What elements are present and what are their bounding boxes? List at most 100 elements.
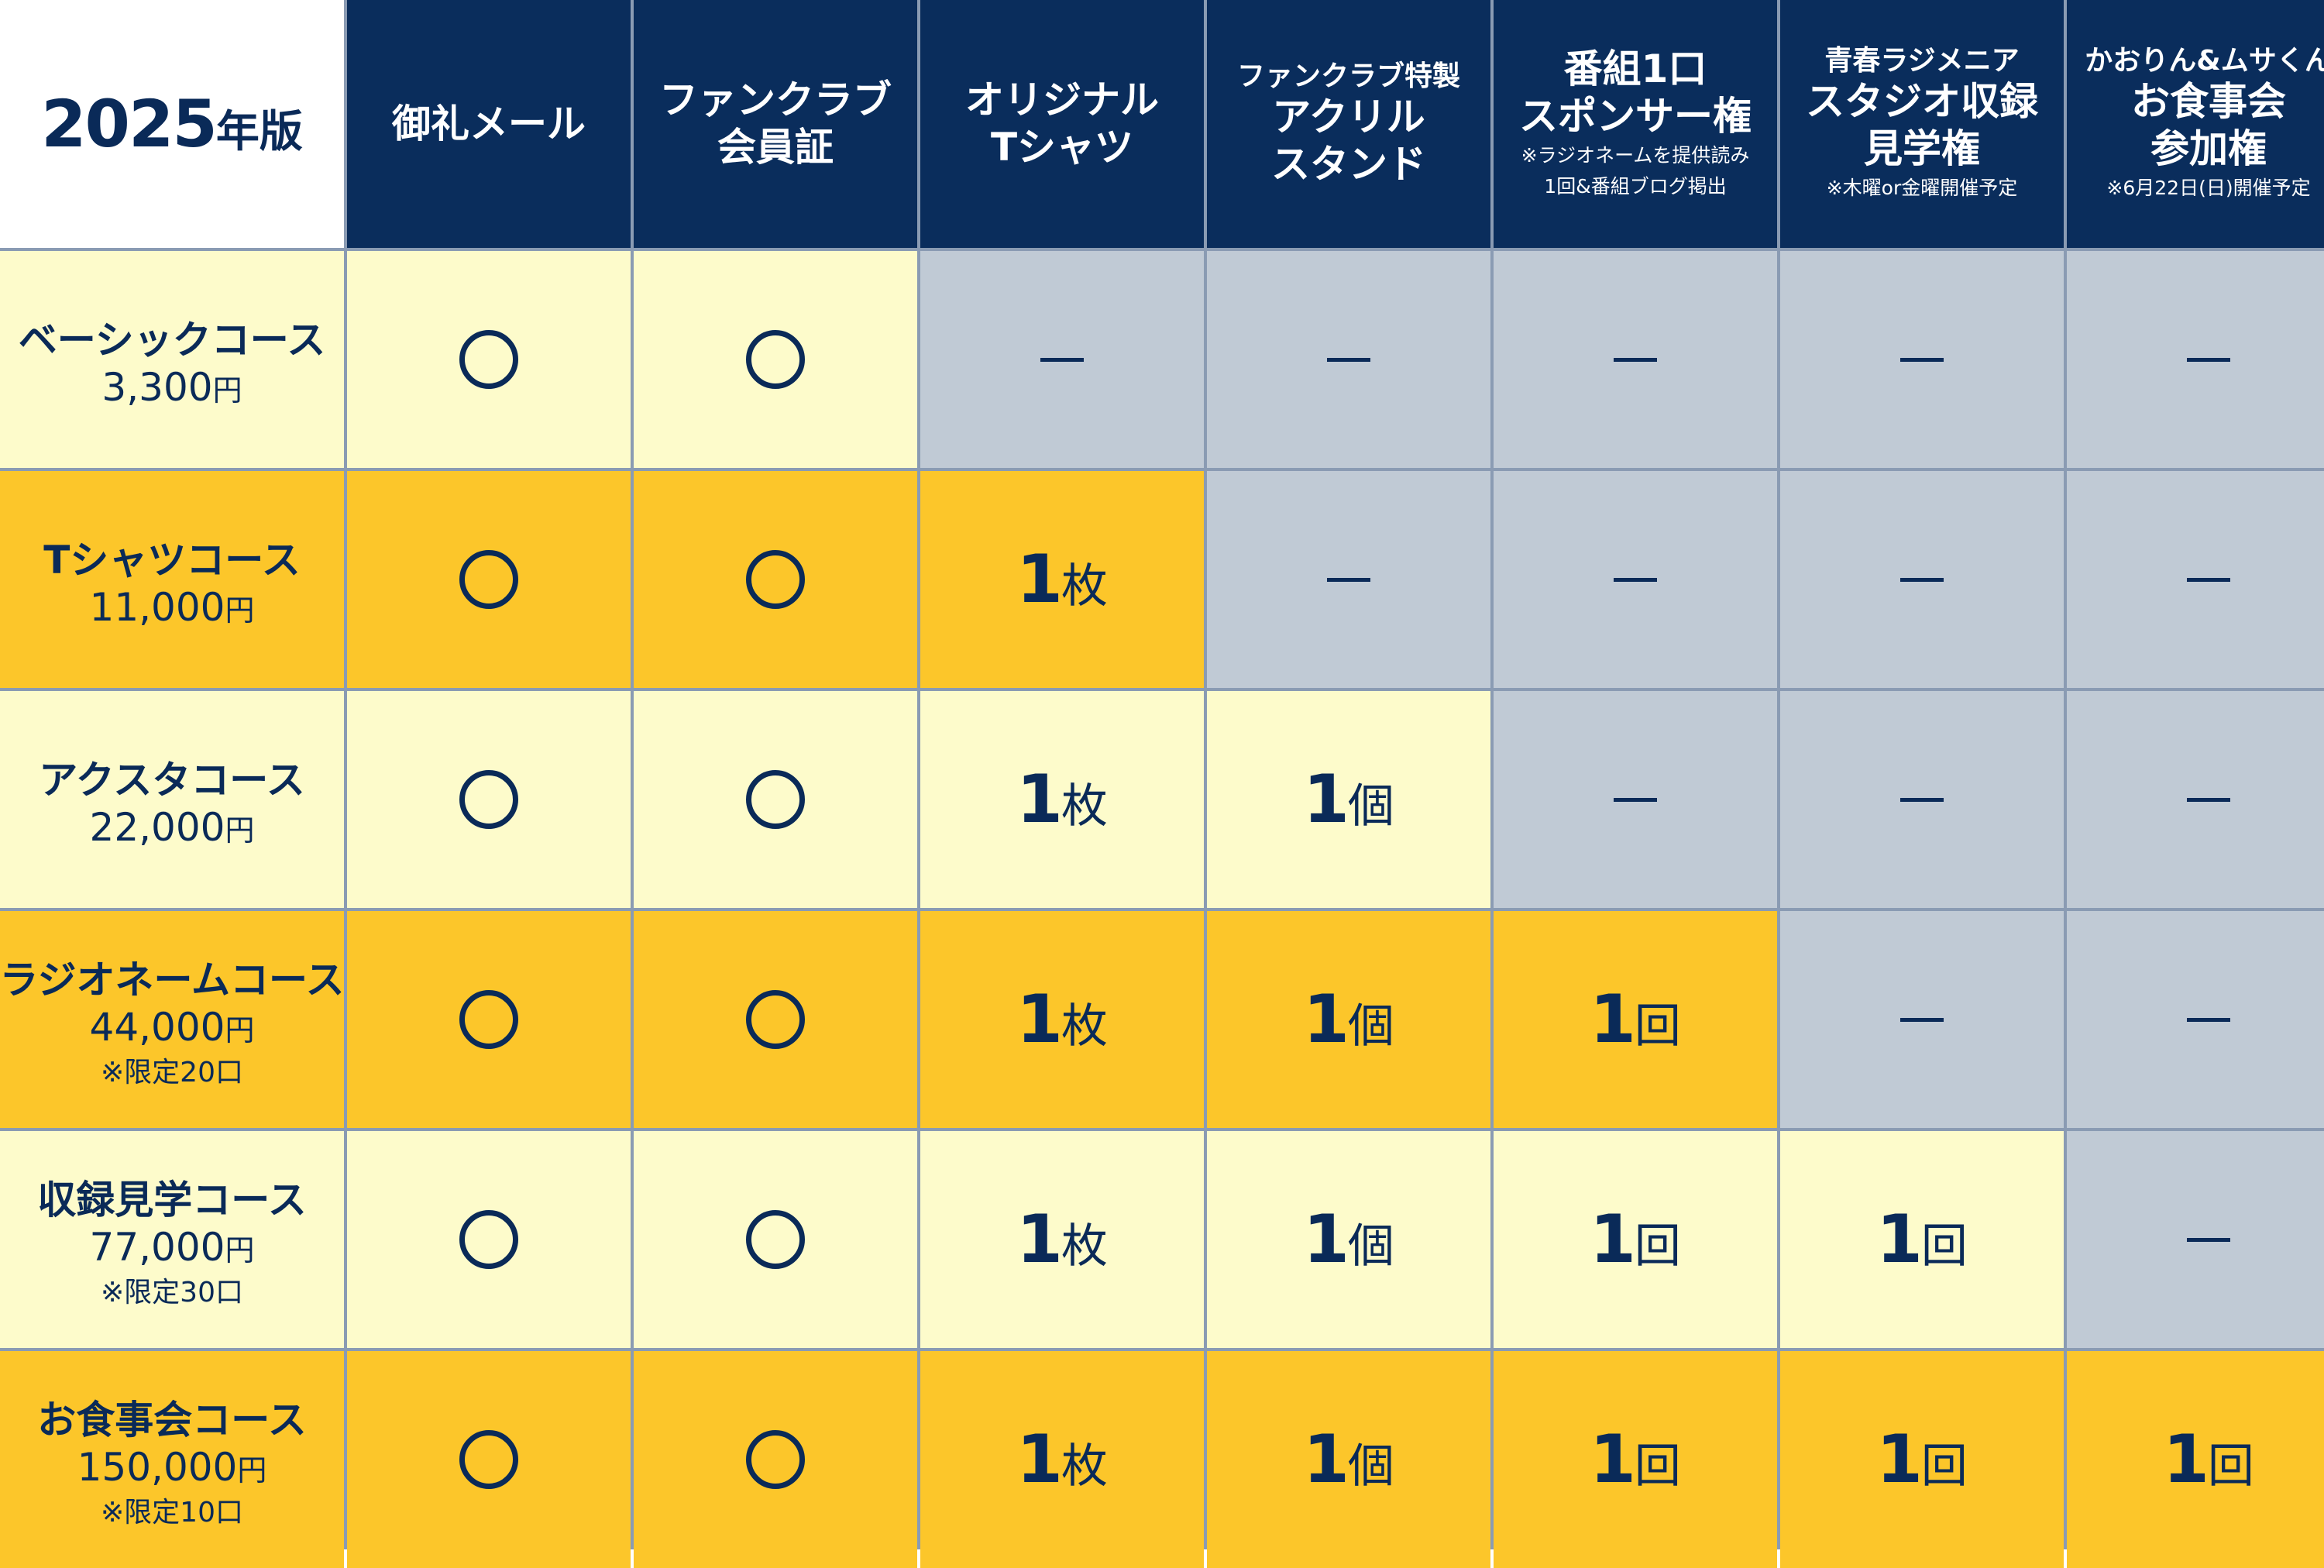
column-header-line: 青春ラジメニア <box>1824 45 2020 77</box>
benefit-quantity-unit: 回 <box>1920 1439 1968 1494</box>
course-price: 11,000円 <box>90 585 255 630</box>
benefit-quantity: 1枚 <box>1016 761 1108 838</box>
benefit-cell <box>1207 251 1490 468</box>
column-header-line: 見学権 <box>1864 126 1980 171</box>
benefit-quantity: 1回 <box>1590 1421 1681 1498</box>
course-price-value: 77,000 <box>89 1225 225 1270</box>
benefit-cell <box>347 1131 631 1348</box>
benefit-cell: 1個 <box>1207 1131 1490 1348</box>
column-header-1: 御礼メール <box>347 0 631 248</box>
benefit-quantity-unit: 個 <box>1347 1439 1394 1494</box>
benefit-cell <box>347 911 631 1128</box>
included-circle-icon <box>746 770 805 829</box>
benefit-cell: 1個 <box>1207 691 1490 908</box>
course-price-value: 11,000 <box>89 585 225 630</box>
not-included-dash-icon <box>1040 357 1084 362</box>
column-header-line: 会員証 <box>717 125 834 170</box>
course-price-value: 22,000 <box>89 805 225 850</box>
benefit-quantity: 1個 <box>1303 1201 1394 1278</box>
course-price-yen: 円 <box>225 813 255 848</box>
not-included-dash-icon <box>2187 797 2230 802</box>
benefit-quantity: 1枚 <box>1016 1201 1108 1278</box>
column-header-7: かおりん&ムサくん お食事会 参加権 ※6月22日(日)開催予定 <box>2067 0 2324 248</box>
included-circle-icon <box>746 990 805 1049</box>
course-label-2: Tシャツコース 11,000円 <box>0 471 344 688</box>
column-header-line: オリジナル <box>965 77 1159 122</box>
course-price-yen: 円 <box>212 373 242 407</box>
benefit-quantity: 1枚 <box>1016 1421 1108 1498</box>
course-label-3: アクスタコース 22,000円 <box>0 691 344 908</box>
benefit-cell <box>2067 471 2324 688</box>
included-circle-icon <box>459 1210 518 1269</box>
column-header-4: ファンクラブ特製 アクリル スタンド <box>1207 0 1490 248</box>
benefit-quantity: 1回 <box>2163 1421 2254 1498</box>
benefit-quantity-unit: 回 <box>1634 999 1681 1054</box>
benefit-quantity-unit: 枚 <box>1061 559 1108 614</box>
column-header-6: 青春ラジメニア スタジオ収録 見学権 ※木曜or金曜開催予定 <box>1780 0 2064 248</box>
not-included-dash-icon <box>1900 577 1944 582</box>
benefit-cell: 1枚 <box>920 1131 1204 1348</box>
column-header-note: ※ラジオネームを提供読み <box>1521 144 1750 167</box>
course-name: ベーシックコース <box>18 318 326 363</box>
course-price-value: 44,000 <box>89 1005 225 1050</box>
benefit-quantity-unit: 枚 <box>1061 1219 1108 1274</box>
column-header-line: アクリル <box>1272 94 1425 139</box>
benefit-quantity-number: 1 <box>1016 981 1063 1058</box>
course-price: 77,000円 <box>90 1225 255 1270</box>
benefit-cell <box>1494 471 1777 688</box>
benefit-quantity: 1個 <box>1303 1421 1394 1498</box>
benefit-cell <box>1494 691 1777 908</box>
not-included-dash-icon <box>1614 797 1657 802</box>
benefit-cell <box>2067 1131 2324 1348</box>
column-header-note: ※6月22日(日)開催予定 <box>2106 176 2311 199</box>
benefit-cell <box>1207 471 1490 688</box>
course-name: Tシャツコース <box>43 538 301 583</box>
course-label-1: ベーシックコース 3,300円 <box>0 251 344 468</box>
benefit-quantity-number: 1 <box>1303 1421 1349 1498</box>
column-header-note: ※木曜or金曜開催予定 <box>1826 176 2018 199</box>
benefit-cell: 1枚 <box>920 691 1204 908</box>
not-included-dash-icon <box>1327 577 1370 582</box>
course-name: 収録見学コース <box>37 1178 307 1222</box>
benefit-cell <box>634 1131 917 1348</box>
benefit-quantity-number: 1 <box>1016 761 1063 838</box>
column-header-line: 番組1口 <box>1563 46 1707 91</box>
course-price-yen: 円 <box>237 1453 267 1487</box>
benefit-quantity-unit: 回 <box>1920 1219 1968 1274</box>
benefit-cell <box>1780 911 2064 1128</box>
course-price-value: 3,300 <box>101 365 213 410</box>
benefit-quantity-number: 1 <box>1016 1421 1063 1498</box>
benefit-cell <box>1780 251 2064 468</box>
column-header-line: かおりん&ムサくん <box>2085 45 2324 77</box>
not-included-dash-icon <box>1900 797 1944 802</box>
benefit-quantity-number: 1 <box>1016 1201 1063 1278</box>
benefit-quantity-number: 1 <box>1303 1201 1349 1278</box>
benefit-quantity-number: 1 <box>1303 981 1349 1058</box>
benefit-cell: 1枚 <box>920 911 1204 1128</box>
course-price: 22,000円 <box>90 805 255 850</box>
benefit-cell <box>634 251 917 468</box>
course-label-4: ラジオネームコース 44,000円 ※限定20口 <box>0 911 344 1128</box>
column-header-line: スタンド <box>1271 141 1426 187</box>
benefit-cell <box>2067 691 2324 908</box>
column-header-note: 1回&番組ブログ掲出 <box>1544 175 1727 198</box>
column-header-line: Tシャツ <box>990 125 1134 170</box>
course-price: 3,300円 <box>101 365 242 410</box>
benefit-cell <box>347 1351 631 1568</box>
benefit-quantity-unit: 枚 <box>1061 999 1108 1054</box>
not-included-dash-icon <box>2187 1237 2230 1242</box>
benefit-quantity-number: 1 <box>1303 761 1349 838</box>
benefit-quantity-unit: 個 <box>1347 1219 1394 1274</box>
benefit-quantity: 1回 <box>1876 1421 1968 1498</box>
benefit-quantity-unit: 個 <box>1347 779 1394 834</box>
course-name: お食事会コース <box>37 1398 307 1442</box>
benefit-cell: 1個 <box>1207 1351 1490 1568</box>
benefit-cell <box>1780 471 2064 688</box>
not-included-dash-icon <box>1900 1017 1944 1022</box>
benefit-quantity-unit: 回 <box>1634 1219 1681 1274</box>
benefit-cell: 1個 <box>1207 911 1490 1128</box>
benefit-cell: 1回 <box>1494 911 1777 1128</box>
course-price: 44,000円 <box>90 1005 255 1050</box>
benefit-quantity-number: 1 <box>2163 1421 2209 1498</box>
